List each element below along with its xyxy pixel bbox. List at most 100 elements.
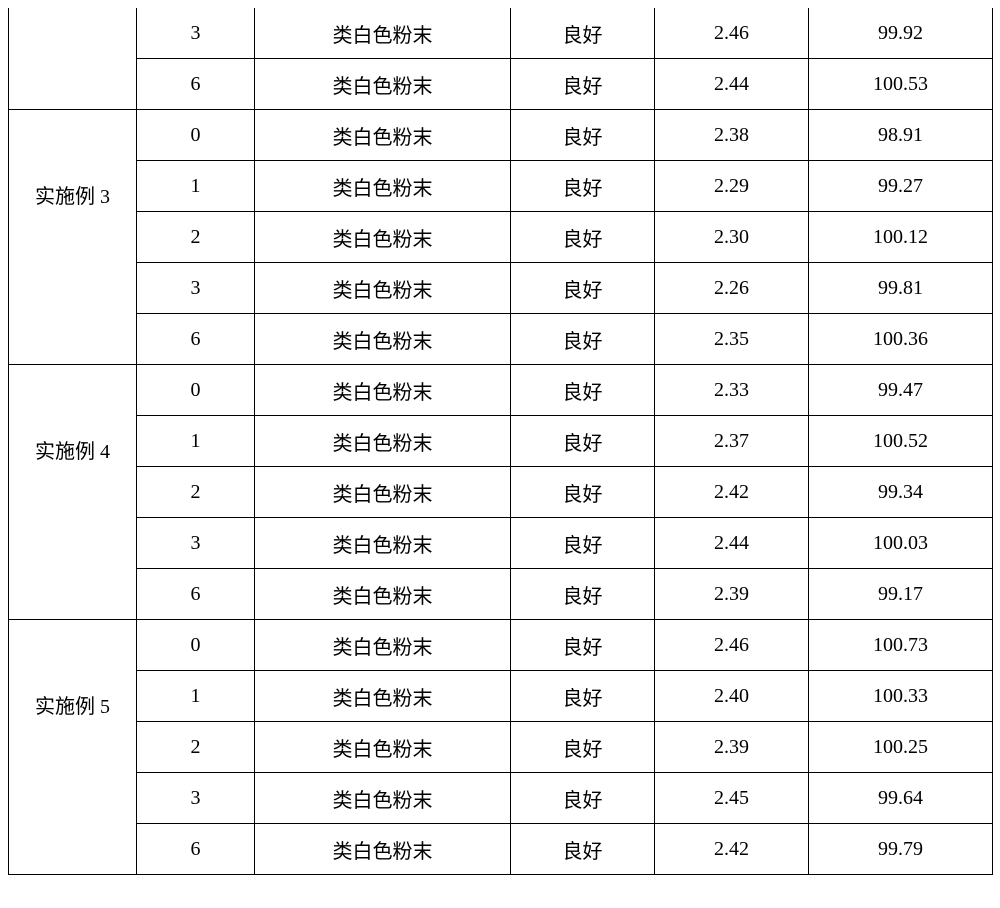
table-cell: 良好 (511, 8, 655, 59)
data-table: 3类白色粉末良好2.4699.926类白色粉末良好2.44100.53实施例 3… (8, 8, 993, 875)
table-cell: 2.29 (655, 161, 809, 212)
table-cell: 良好 (511, 722, 655, 773)
table-cell: 99.92 (809, 8, 993, 59)
group-header-cell: 实施例 5 (9, 620, 137, 875)
table-cell: 100.33 (809, 671, 993, 722)
table-row: 1类白色粉末良好2.37100.52 (9, 416, 993, 467)
table-cell: 类白色粉末 (255, 722, 511, 773)
table-cell: 良好 (511, 467, 655, 518)
table-cell: 2.35 (655, 314, 809, 365)
table-cell: 类白色粉末 (255, 467, 511, 518)
table-cell: 2.42 (655, 467, 809, 518)
table-cell: 99.34 (809, 467, 993, 518)
table-cell: 6 (137, 824, 255, 875)
table-cell: 2.44 (655, 518, 809, 569)
table-row: 1类白色粉末良好2.40100.33 (9, 671, 993, 722)
table-cell: 2.45 (655, 773, 809, 824)
table-cell: 3 (137, 8, 255, 59)
table-cell: 类白色粉末 (255, 671, 511, 722)
table-cell: 良好 (511, 824, 655, 875)
table-row: 3类白色粉末良好2.44100.03 (9, 518, 993, 569)
table-cell: 2.44 (655, 59, 809, 110)
table-cell: 2.39 (655, 569, 809, 620)
table-cell: 99.17 (809, 569, 993, 620)
table-cell: 2.30 (655, 212, 809, 263)
table-cell: 100.53 (809, 59, 993, 110)
table-cell: 良好 (511, 59, 655, 110)
group-header-cell (9, 8, 137, 110)
table-cell: 6 (137, 569, 255, 620)
table-cell: 100.52 (809, 416, 993, 467)
table-cell: 良好 (511, 110, 655, 161)
table-cell: 1 (137, 416, 255, 467)
table-cell: 100.12 (809, 212, 993, 263)
table-cell: 3 (137, 518, 255, 569)
table-cell: 类白色粉末 (255, 110, 511, 161)
group-header-cell: 实施例 4 (9, 365, 137, 620)
table-row: 实施例 40类白色粉末良好2.3399.47 (9, 365, 993, 416)
table-row: 实施例 30类白色粉末良好2.3898.91 (9, 110, 993, 161)
table-row: 6类白色粉末良好2.4299.79 (9, 824, 993, 875)
table-cell: 良好 (511, 569, 655, 620)
table-cell: 100.25 (809, 722, 993, 773)
table-row: 2类白色粉末良好2.39100.25 (9, 722, 993, 773)
table-cell: 类白色粉末 (255, 416, 511, 467)
table-cell: 良好 (511, 671, 655, 722)
table-cell: 99.81 (809, 263, 993, 314)
table-cell: 2.33 (655, 365, 809, 416)
table-cell: 3 (137, 263, 255, 314)
table-cell: 100.36 (809, 314, 993, 365)
table-cell: 类白色粉末 (255, 59, 511, 110)
table-cell: 类白色粉末 (255, 212, 511, 263)
table-cell: 良好 (511, 161, 655, 212)
table-cell: 2.46 (655, 620, 809, 671)
table-cell: 0 (137, 365, 255, 416)
table-row: 1类白色粉末良好2.2999.27 (9, 161, 993, 212)
table-cell: 100.73 (809, 620, 993, 671)
table-cell: 100.03 (809, 518, 993, 569)
table-cell: 类白色粉末 (255, 824, 511, 875)
table-cell: 类白色粉末 (255, 518, 511, 569)
table-cell: 2.26 (655, 263, 809, 314)
table-cell: 2.38 (655, 110, 809, 161)
table-cell: 99.27 (809, 161, 993, 212)
table-cell: 2 (137, 467, 255, 518)
table-cell: 良好 (511, 212, 655, 263)
table-row: 3类白色粉末良好2.4699.92 (9, 8, 993, 59)
group-header-cell: 实施例 3 (9, 110, 137, 365)
table-row: 2类白色粉末良好2.4299.34 (9, 467, 993, 518)
table-row: 3类白色粉末良好2.2699.81 (9, 263, 993, 314)
table-cell: 98.91 (809, 110, 993, 161)
table-cell: 99.79 (809, 824, 993, 875)
table-cell: 6 (137, 59, 255, 110)
table-cell: 类白色粉末 (255, 569, 511, 620)
table-row: 6类白色粉末良好2.3999.17 (9, 569, 993, 620)
table-cell: 6 (137, 314, 255, 365)
table-cell: 2.40 (655, 671, 809, 722)
table-cell: 类白色粉末 (255, 620, 511, 671)
table-cell: 2.37 (655, 416, 809, 467)
table-row: 6类白色粉末良好2.44100.53 (9, 59, 993, 110)
table-cell: 99.64 (809, 773, 993, 824)
table-cell: 2.46 (655, 8, 809, 59)
table-cell: 良好 (511, 620, 655, 671)
table-cell: 类白色粉末 (255, 365, 511, 416)
table-cell: 2.42 (655, 824, 809, 875)
table-cell: 类白色粉末 (255, 263, 511, 314)
table-cell: 良好 (511, 518, 655, 569)
table-row: 2类白色粉末良好2.30100.12 (9, 212, 993, 263)
table-cell: 类白色粉末 (255, 161, 511, 212)
table-cell: 类白色粉末 (255, 773, 511, 824)
table-row: 3类白色粉末良好2.4599.64 (9, 773, 993, 824)
table-cell: 2 (137, 722, 255, 773)
table-cell: 3 (137, 773, 255, 824)
table-cell: 99.47 (809, 365, 993, 416)
table-cell: 良好 (511, 263, 655, 314)
table-cell: 1 (137, 671, 255, 722)
table-cell: 1 (137, 161, 255, 212)
table-cell: 0 (137, 110, 255, 161)
table-cell: 类白色粉末 (255, 8, 511, 59)
table-cell: 良好 (511, 314, 655, 365)
table-cell: 2 (137, 212, 255, 263)
table-cell: 0 (137, 620, 255, 671)
